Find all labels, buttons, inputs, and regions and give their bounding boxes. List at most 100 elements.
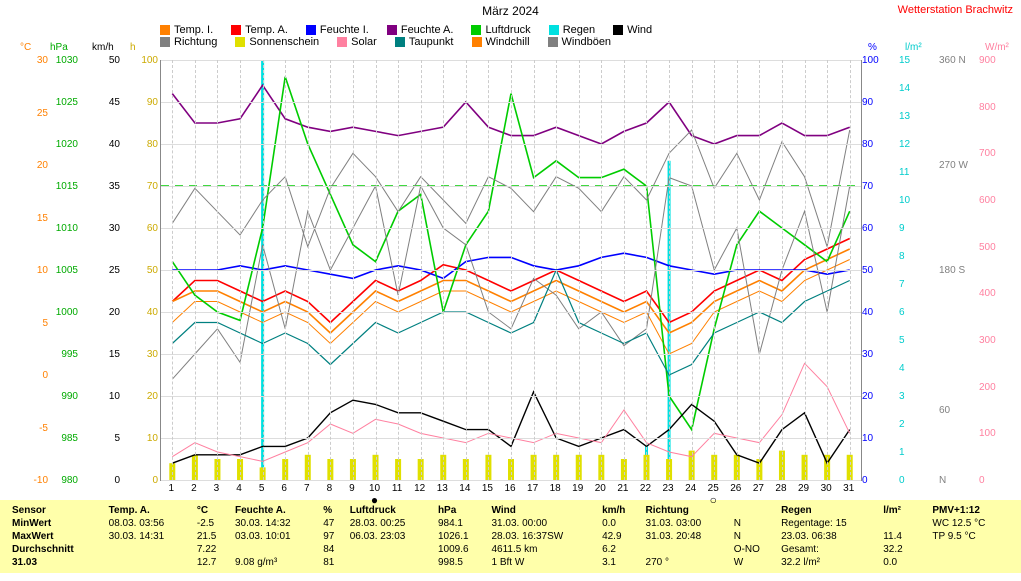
summary-cell: 31.03. 00:00 [487,517,598,530]
legend-item: Regen [549,24,595,36]
x-tick: 14 [459,483,470,494]
axis-tick: 0 [124,475,158,486]
x-tick: 31 [843,483,854,494]
x-tick: 9 [349,483,355,494]
axis-tick: 60 [939,405,973,416]
summary-header: l/m² [879,504,917,517]
summary-header: Temp. A. [105,504,193,517]
axis-tick: 40 [862,307,896,318]
x-tick: 8 [327,483,333,494]
axis-tick: 700 [979,148,1013,159]
axis-tick: 985 [44,433,78,444]
axis-tick: 0 [899,475,933,486]
summary-cell: 0.0 [598,517,641,530]
summary-cell: 84 [319,543,346,556]
summary-header [917,504,928,517]
summary-cell: 9.08 g/m³ [231,556,319,569]
summary-cell: 97 [319,530,346,543]
summary-header: Sensor [8,504,105,517]
summary-cell: 998.5 [434,556,488,569]
summary-cell [231,543,319,556]
plot-area [160,60,862,481]
moon-marker: ● [371,493,378,507]
axis-unit: h [130,42,136,53]
axis-tick: 20 [124,391,158,402]
x-tick: 29 [798,483,809,494]
axis-tick: 15 [899,55,933,66]
legend-item: Luftdruck [471,24,530,36]
summary-cell: 32.2 [879,543,917,556]
legend: Temp. I.Temp. A.Feuchte I.Feuchte A.Luft… [160,24,860,48]
summary-cell [346,556,434,569]
axis-tick: 40 [124,307,158,318]
axis-tick: 30 [86,223,120,234]
axis-tick: 25 [14,108,48,119]
summary-cell: 4611.5 km [487,543,598,556]
summary-header: Feuchte A. [231,504,319,517]
summary-cell [105,543,193,556]
axis-tick: 980 [44,475,78,486]
summary-cell: N [730,517,777,530]
summary-cell [346,543,434,556]
legend-item: Feuchte I. [306,24,369,36]
x-tick: 17 [527,483,538,494]
axis-tick: 995 [44,349,78,360]
summary-header: % [319,504,346,517]
axis-unit: % [868,42,877,53]
axis-tick: 10 [862,433,896,444]
summary-cell: Durchschnitt [8,543,105,556]
axis-tick: 45 [86,97,120,108]
x-tick: 1 [169,483,175,494]
axis-unit: hPa [50,42,68,53]
summary-header: Wind [487,504,598,517]
axis-tick: 15 [14,213,48,224]
legend-item: Windböen [548,36,612,48]
x-tick: 20 [595,483,606,494]
summary-cell: 31.03 [8,556,105,569]
summary-header [730,504,777,517]
summary-cell: 06.03. 23:03 [346,530,434,543]
axis-tick: 5 [14,318,48,329]
axis-tick: 9 [899,223,933,234]
legend-item: Taupunkt [395,36,454,48]
x-tick: 6 [281,483,287,494]
axis-tick: 30 [14,55,48,66]
axis-tick: 10 [124,433,158,444]
summary-cell: 1026.1 [434,530,488,543]
legend-item: Feuchte A. [387,24,454,36]
axis-tick: 90 [124,97,158,108]
summary-cell: WC 12.5 °C [928,517,1013,530]
axis-tick: 70 [124,181,158,192]
axis-tick: N [939,475,973,486]
axis-tick: 100 [979,428,1013,439]
summary-cell [642,543,730,556]
summary-header: hPa [434,504,488,517]
axis-tick: 15 [86,349,120,360]
axis-tick: 50 [124,265,158,276]
x-tick: 16 [504,483,515,494]
summary-header: Luftdruck [346,504,434,517]
summary-cell: 32.2 l/m² [777,556,879,569]
axis-tick: 6 [899,307,933,318]
axis-tick: 35 [86,181,120,192]
summary-cell: Regentage: 15 [777,517,879,530]
x-tick: 4 [236,483,242,494]
summary-cell: MaxWert [8,530,105,543]
axis-tick: 30 [862,349,896,360]
axis-tick: 360 N [939,55,973,66]
summary-cell [928,556,1013,569]
axis-tick: 1020 [44,139,78,150]
summary-cell [917,556,928,569]
axis-tick: 14 [899,83,933,94]
axis-tick: 500 [979,242,1013,253]
summary-cell: 42.9 [598,530,641,543]
summary-cell: 28.03. 16:37SW [487,530,598,543]
axis-tick: 1030 [44,55,78,66]
x-tick: 28 [775,483,786,494]
summary-cell: 270 ° [642,556,730,569]
axis-tick: 270 W [939,160,973,171]
axis-tick: 990 [44,391,78,402]
x-tick: 3 [214,483,220,494]
chart-title: März 2024 [0,4,1021,18]
summary-cell: 0.0 [879,556,917,569]
